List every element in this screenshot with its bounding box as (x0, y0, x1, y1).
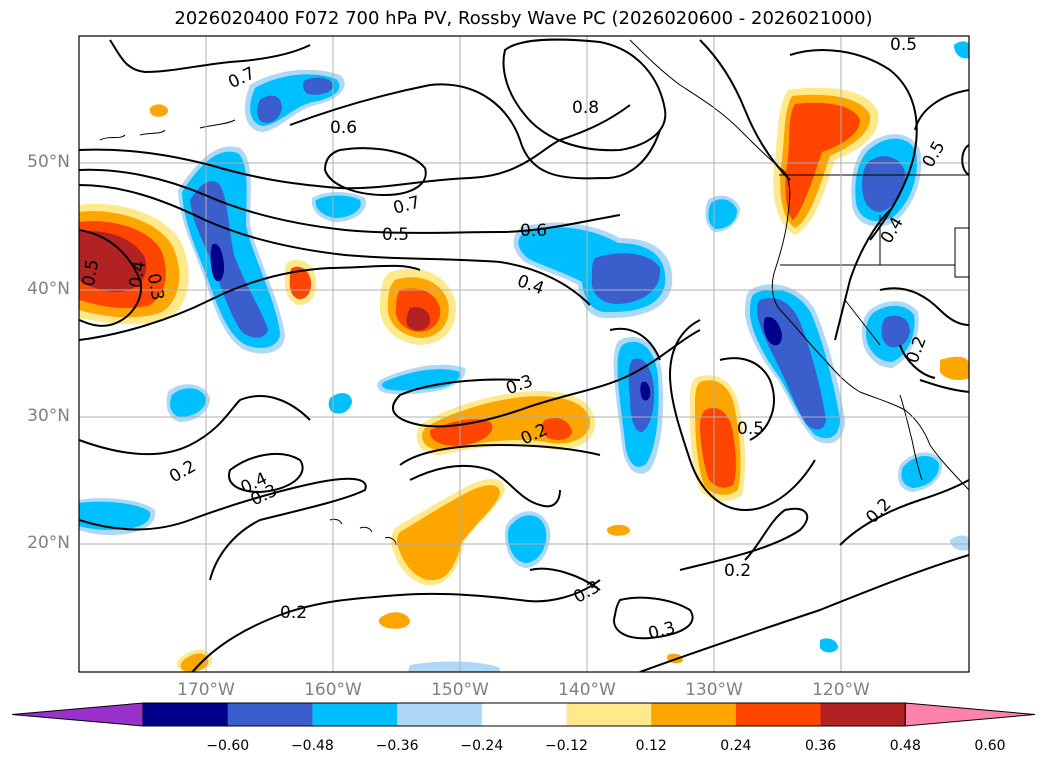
colorbar-segment (481, 703, 567, 726)
contour-label: 0.8 (572, 98, 599, 118)
colorbar-extend-low (11, 702, 144, 727)
contour-label: 0.2 (280, 603, 307, 623)
colorbar-tick-label: 0.48 (889, 738, 921, 754)
map-title: 2026020400 F072 700 hPa PV, Rossby Wave … (174, 8, 873, 29)
colorbar-segment (735, 703, 822, 726)
contour-label: 0.5 (890, 35, 917, 55)
contour-label: 0.3 (646, 618, 677, 644)
contour-label: 0.7 (391, 192, 422, 218)
colorbar-outline (142, 702, 906, 727)
map-frame (78, 35, 970, 673)
latitude-label: 20°N (27, 533, 70, 553)
longitude-label: 140°W (558, 680, 616, 700)
longitude-label: 130°W (685, 680, 743, 700)
lat-lon-grid (79, 36, 969, 672)
contour-label: 0.6 (330, 118, 357, 138)
colorbar-segment (312, 703, 398, 726)
longitude-label: 170°W (177, 680, 235, 700)
contour-label: 0.3 (143, 272, 167, 302)
colorbar-tick-label: −0.24 (460, 738, 504, 754)
colorbar-segment (397, 703, 483, 726)
colorbar-tick-label: −0.48 (290, 738, 334, 754)
contour-label: 0.5 (382, 225, 409, 245)
colorbar-tick-label: 0.60 (974, 738, 1006, 754)
colorbar-extend-high (904, 702, 1036, 727)
colorbar (11, 702, 1036, 727)
colorbar-tick-label: 0.36 (805, 738, 837, 754)
latitude-label: 50°N (27, 152, 70, 172)
colorbar-segment (227, 703, 313, 726)
pv-contours (79, 38, 969, 672)
colorbar-segment (651, 703, 737, 726)
colorbar-segment (143, 703, 229, 726)
colorbar-tick-label: −0.60 (206, 738, 250, 754)
longitude-label: 120°W (812, 680, 870, 700)
positive-anomaly-shading (79, 87, 969, 672)
negative-anomaly-shading (79, 41, 969, 672)
colorbar-segment (566, 703, 652, 726)
contour-label: 0.5 (79, 258, 103, 288)
contour-label: 0.2 (724, 561, 751, 581)
colorbar-segment (820, 703, 906, 726)
colorbar-tick-label: −0.36 (375, 738, 419, 754)
contour-label: 0.5 (919, 138, 950, 171)
colorbar-tick-label: −0.12 (545, 738, 588, 754)
latitude-label: 30°N (27, 406, 70, 426)
contour-label: 0.6 (520, 221, 547, 241)
colorbar-tick-label: 0.12 (635, 738, 667, 754)
contour-label: 0.5 (737, 419, 764, 439)
latitude-label: 40°N (27, 279, 70, 299)
contour-label: 0.4 (126, 259, 150, 289)
contour-label: 0.2 (166, 456, 199, 487)
longitude-label: 150°W (431, 680, 489, 700)
coastline (99, 39, 969, 546)
contour-label: 0.4 (514, 271, 546, 299)
longitude-label: 160°W (304, 680, 362, 700)
colorbar-tick-label: 0.24 (720, 738, 752, 754)
